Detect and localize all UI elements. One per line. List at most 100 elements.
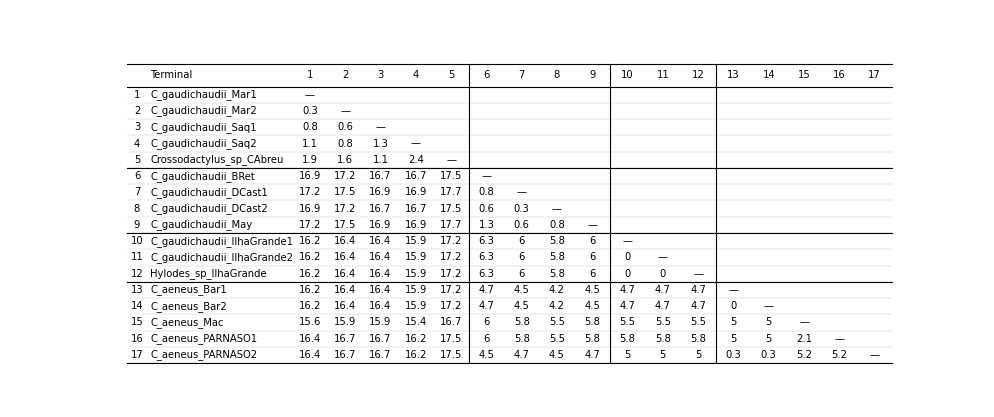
Text: —: —	[622, 236, 632, 246]
Text: 7: 7	[519, 70, 525, 80]
Text: 16: 16	[833, 70, 846, 80]
Text: C_gaudichaudii_IlhaGrande2: C_gaudichaudii_IlhaGrande2	[150, 252, 293, 263]
Text: —: —	[481, 171, 491, 181]
Text: 5.8: 5.8	[549, 252, 565, 262]
Text: 6: 6	[519, 269, 525, 279]
Text: 6: 6	[483, 70, 489, 80]
Text: C_aeneus_Bar1: C_aeneus_Bar1	[150, 284, 228, 295]
Text: —: —	[305, 90, 315, 100]
Text: 5: 5	[731, 334, 737, 344]
Text: 16.7: 16.7	[440, 317, 462, 327]
Text: 8: 8	[134, 203, 140, 214]
Text: 4.7: 4.7	[619, 301, 635, 311]
Text: 5.8: 5.8	[549, 269, 565, 279]
Text: 17.2: 17.2	[440, 252, 462, 262]
Text: 4: 4	[134, 138, 140, 148]
Text: 5: 5	[660, 350, 666, 360]
Text: 0.6: 0.6	[514, 220, 530, 230]
Text: 0.6: 0.6	[478, 203, 494, 214]
Text: 17.5: 17.5	[440, 350, 462, 360]
Text: 5.8: 5.8	[690, 334, 706, 344]
Text: 6: 6	[519, 236, 525, 246]
Text: 5: 5	[765, 317, 772, 327]
Text: —: —	[658, 252, 668, 262]
Text: 15.9: 15.9	[405, 301, 427, 311]
Text: 13: 13	[130, 285, 143, 295]
Text: 4.7: 4.7	[655, 301, 671, 311]
Text: 12: 12	[130, 269, 143, 279]
Text: 5.5: 5.5	[549, 317, 565, 327]
Text: 3: 3	[134, 122, 140, 132]
Text: 2: 2	[134, 106, 140, 116]
Text: 16.4: 16.4	[334, 301, 356, 311]
Text: 5.2: 5.2	[796, 350, 812, 360]
Text: 16.9: 16.9	[405, 187, 427, 197]
Text: 0: 0	[624, 252, 630, 262]
Text: 16.2: 16.2	[298, 236, 321, 246]
Text: 16.4: 16.4	[370, 269, 392, 279]
Text: 16.2: 16.2	[298, 269, 321, 279]
Text: 15.9: 15.9	[405, 269, 427, 279]
Text: C_gaudichaudii_IlhaGrande1: C_gaudichaudii_IlhaGrande1	[150, 236, 293, 246]
Text: 5.5: 5.5	[549, 334, 565, 344]
Text: C_gaudichaudii_BRet: C_gaudichaudii_BRet	[150, 171, 255, 181]
Text: C_gaudichaudii_Saq2: C_gaudichaudii_Saq2	[150, 138, 257, 149]
Text: 14: 14	[130, 301, 143, 311]
Text: 16.9: 16.9	[298, 171, 321, 181]
Text: 16.2: 16.2	[405, 334, 427, 344]
Text: C_aeneus_Bar2: C_aeneus_Bar2	[150, 301, 228, 311]
Text: C_aeneus_PARNASO2: C_aeneus_PARNASO2	[150, 349, 257, 360]
Text: 17.5: 17.5	[440, 334, 462, 344]
Text: —: —	[693, 269, 703, 279]
Text: 4.5: 4.5	[478, 350, 494, 360]
Text: 6.3: 6.3	[478, 252, 494, 262]
Text: 16.4: 16.4	[334, 285, 356, 295]
Text: 16.4: 16.4	[334, 236, 356, 246]
Text: 0.3: 0.3	[514, 203, 530, 214]
Text: 5.8: 5.8	[619, 334, 635, 344]
Text: 4.7: 4.7	[478, 285, 494, 295]
Text: 15.9: 15.9	[334, 317, 356, 327]
Text: 1.3: 1.3	[373, 138, 389, 148]
Text: 16.9: 16.9	[369, 187, 392, 197]
Text: —: —	[799, 317, 809, 327]
Text: C_gaudichaudii_Saq1: C_gaudichaudii_Saq1	[150, 122, 257, 133]
Text: 9: 9	[134, 220, 140, 230]
Text: 16.9: 16.9	[369, 220, 392, 230]
Text: —: —	[552, 203, 562, 214]
Text: C_aeneus_Mac: C_aeneus_Mac	[150, 317, 224, 328]
Text: Crossodactylus_sp_CAbreu: Crossodactylus_sp_CAbreu	[150, 154, 284, 165]
Text: 5: 5	[695, 350, 702, 360]
Text: C_gaudichaudii_DCast1: C_gaudichaudii_DCast1	[150, 187, 268, 198]
Text: 16.4: 16.4	[370, 285, 392, 295]
Text: 4.7: 4.7	[619, 285, 635, 295]
Text: —: —	[729, 285, 739, 295]
Text: 16: 16	[130, 334, 143, 344]
Text: 10: 10	[130, 236, 143, 246]
Text: 17.2: 17.2	[440, 269, 462, 279]
Text: 15: 15	[130, 317, 143, 327]
Text: 17.2: 17.2	[440, 236, 462, 246]
Text: —: —	[834, 334, 844, 344]
Text: 6: 6	[589, 236, 595, 246]
Text: C_gaudichaudii_DCast2: C_gaudichaudii_DCast2	[150, 203, 268, 214]
Text: —: —	[763, 301, 773, 311]
Text: 0: 0	[660, 269, 666, 279]
Text: 10: 10	[621, 70, 634, 80]
Text: 0: 0	[731, 301, 737, 311]
Text: 6: 6	[483, 334, 489, 344]
Text: 17.2: 17.2	[298, 187, 321, 197]
Text: C_gaudichaudii_May: C_gaudichaudii_May	[150, 219, 252, 230]
Text: 14: 14	[762, 70, 775, 80]
Text: 2: 2	[342, 70, 348, 80]
Text: 1.3: 1.3	[478, 220, 494, 230]
Text: 4.5: 4.5	[584, 285, 600, 295]
Text: 16.4: 16.4	[299, 350, 321, 360]
Text: 4.7: 4.7	[690, 285, 706, 295]
Text: 16.4: 16.4	[299, 334, 321, 344]
Text: 15.9: 15.9	[369, 317, 392, 327]
Text: 5: 5	[448, 70, 454, 80]
Text: 17.7: 17.7	[440, 220, 462, 230]
Text: 15.9: 15.9	[405, 285, 427, 295]
Text: 1.9: 1.9	[302, 155, 318, 165]
